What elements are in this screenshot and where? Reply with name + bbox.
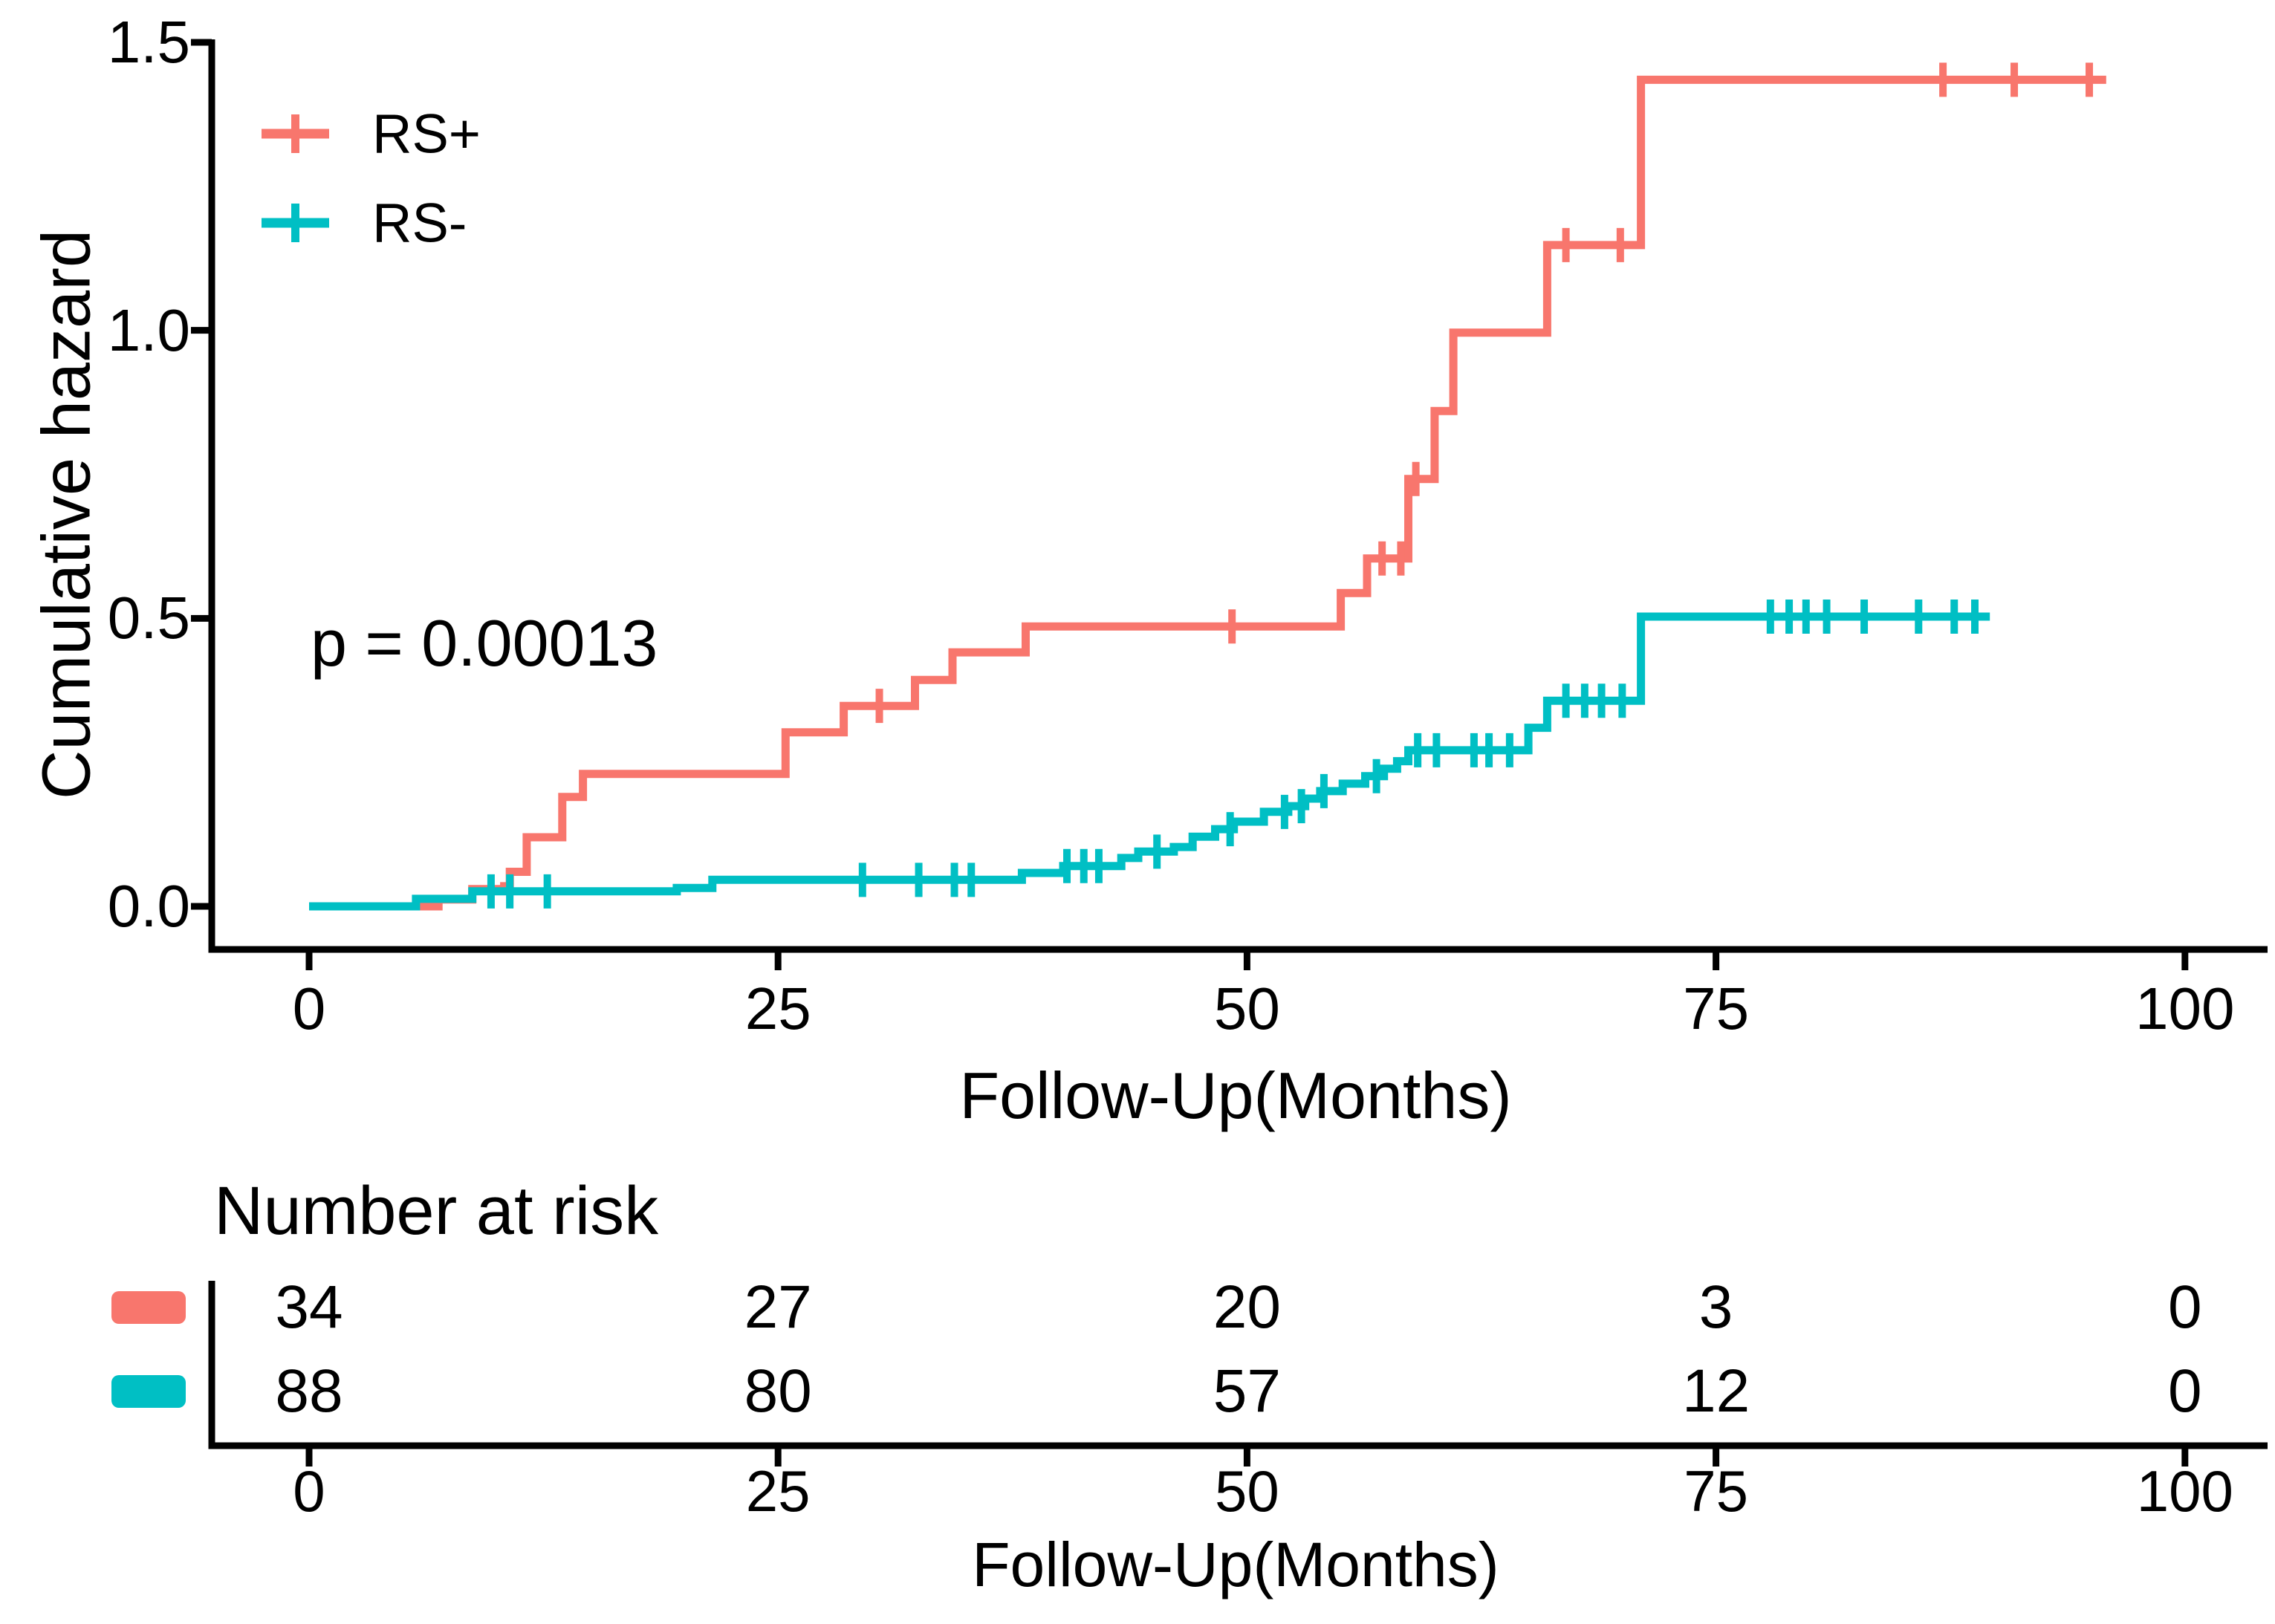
x-tick-label: 100 (2135, 975, 2235, 1042)
risk-count: 57 (1213, 1357, 1281, 1425)
p-value-annotation: p = 0.00013 (311, 606, 658, 680)
risk-count: 0 (2167, 1273, 2202, 1341)
y-tick-label: 1.5 (107, 9, 190, 75)
risk-count: 88 (275, 1357, 343, 1425)
risk-x-tick-label: 100 (2136, 1458, 2233, 1524)
x-tick-label: 0 (292, 975, 326, 1042)
risk-row-swatch-rs (111, 1291, 186, 1324)
risk-x-tick-label: 75 (1684, 1458, 1748, 1524)
risk-count: 27 (744, 1273, 812, 1341)
risk-count: 80 (744, 1357, 812, 1425)
risk-count: 34 (275, 1273, 343, 1341)
risk-x-tick-label: 0 (293, 1458, 325, 1524)
risk-x-tick-label: 50 (1215, 1458, 1279, 1524)
y-tick-label: 1.0 (107, 296, 190, 363)
x-tick-label: 75 (1683, 975, 1750, 1042)
risk-table-x-axis-title: Follow-Up(Months) (972, 1530, 1499, 1599)
risk-count: 12 (1681, 1357, 1750, 1425)
risk-count: 0 (2167, 1357, 2202, 1425)
legend-label-rs: RS- (372, 192, 467, 254)
legend-label-rs: RS+ (372, 103, 481, 165)
risk-table-title: Number at risk (214, 1173, 659, 1249)
x-tick-label: 25 (744, 975, 811, 1042)
risk-row-swatch-rs (111, 1375, 186, 1408)
risk-count: 20 (1213, 1273, 1281, 1341)
risk-x-tick-label: 25 (745, 1458, 811, 1524)
hazard-curve-rs (309, 75, 2106, 911)
hazard-curve-rs (309, 612, 1990, 911)
y-tick-label: 0.0 (107, 873, 190, 939)
risk-count: 3 (1698, 1273, 1733, 1341)
x-axis-title: Follow-Up(Months) (959, 1059, 1512, 1132)
y-tick-label: 0.5 (107, 585, 190, 652)
x-tick-label: 50 (1213, 975, 1280, 1042)
